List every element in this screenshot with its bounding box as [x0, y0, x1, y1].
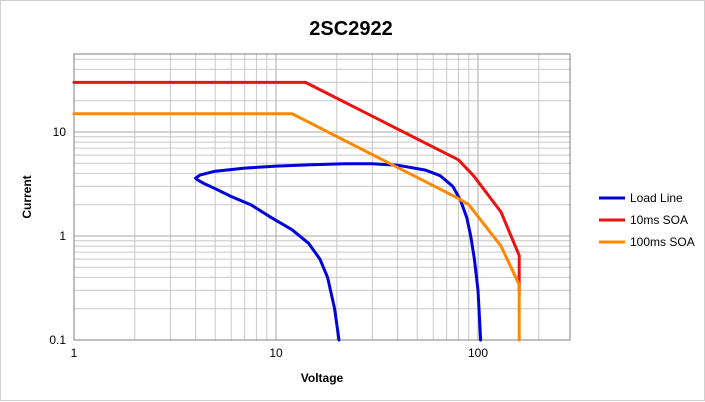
- y-tick-labels: 0.1 1 10: [49, 125, 66, 347]
- y-tick-label: 1: [59, 229, 66, 243]
- legend-label: Load Line: [630, 191, 683, 205]
- y-axis-title: Current: [20, 175, 34, 218]
- x-tick-label: 1: [71, 346, 78, 360]
- x-tick-labels: 1 10 100: [71, 346, 489, 360]
- plot-area: [74, 54, 570, 340]
- y-tick-label: 0.1: [49, 333, 66, 347]
- series-lines: [72, 80, 521, 342]
- x-axis-title: Voltage: [301, 371, 344, 385]
- x-tick-label: 100: [468, 346, 488, 360]
- x-tick-label: 10: [269, 346, 283, 360]
- series-line-load-line: [194, 162, 483, 342]
- y-tick-label: 10: [53, 125, 67, 139]
- legend: Load Line 10ms SOA 100ms SOA: [599, 191, 695, 249]
- legend-label: 10ms SOA: [630, 213, 688, 227]
- plot-border: [73, 53, 571, 341]
- legend-label: 100ms SOA: [630, 235, 695, 249]
- chart-title: 2SC2922: [309, 18, 392, 40]
- series-line-100ms-soa: [72, 112, 521, 342]
- series-line-10ms-soa: [72, 80, 521, 292]
